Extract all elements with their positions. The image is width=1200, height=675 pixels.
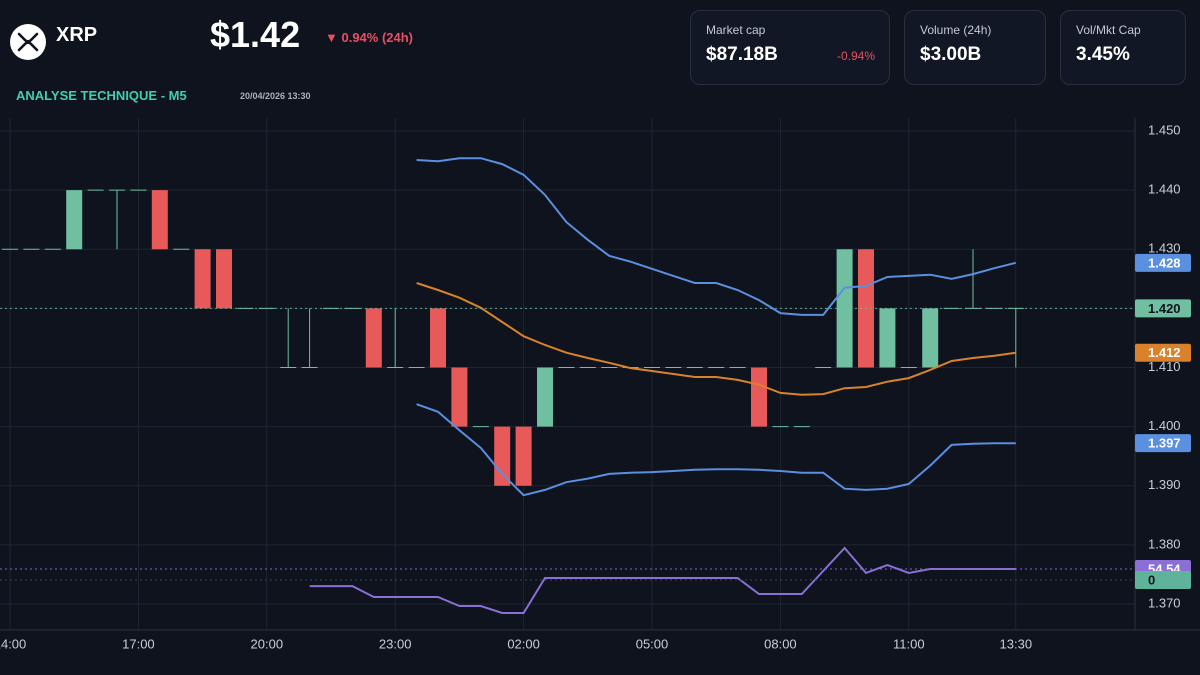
candle-body [494, 426, 511, 486]
price-badge-label: 1.428 [1148, 255, 1181, 270]
price-badge [1135, 434, 1191, 453]
y-tick-label: 1.390 [1148, 477, 1181, 492]
x-tick-label: 14:00 [0, 636, 26, 651]
x-tick-label: 02:00 [507, 636, 540, 651]
candle-body [66, 190, 83, 250]
stat-value: 3.45% [1076, 44, 1130, 65]
candle-body [922, 308, 939, 368]
y-tick-label: 1.370 [1148, 595, 1181, 610]
y-tick-label: 1.400 [1148, 418, 1181, 433]
candle-body [515, 426, 532, 486]
price: $1.42 [210, 14, 301, 55]
candle-body [194, 249, 211, 309]
candle-body [430, 308, 446, 368]
x-tick-label: 23:00 [379, 636, 412, 651]
price-badge [1135, 253, 1191, 272]
y-tick-label: 1.450 [1148, 122, 1181, 137]
x-tick-label: 20:00 [251, 636, 284, 651]
x-tick-label: 17:00 [122, 636, 155, 651]
band-line [416, 157, 1017, 316]
price-badge-label: 1.397 [1148, 436, 1181, 451]
x-tick-label: 08:00 [764, 636, 797, 651]
candle-body [216, 249, 232, 309]
stat-card: Market cap $87.18B -0.94% [690, 10, 890, 85]
y-tick-label: 1.430 [1148, 241, 1181, 256]
candle-body [751, 367, 767, 427]
price-badge-label: 1.420 [1148, 301, 1181, 316]
y-tick-label: 1.440 [1148, 182, 1181, 197]
price-change: ▼ 0.94% (24h) [325, 30, 414, 45]
oscillator-line [309, 546, 1016, 614]
stat-label: Volume (24h) [920, 23, 992, 37]
price-badge [1135, 343, 1191, 362]
price-badge-label: 1.412 [1148, 345, 1181, 360]
candle-body [365, 308, 382, 368]
band-line [416, 282, 1016, 396]
candle-body [451, 367, 468, 427]
y-tick-label: 1.410 [1148, 359, 1181, 374]
stat-label: Market cap [706, 23, 766, 37]
section-title: ANALYSE TECHNIQUE - M5 [16, 88, 187, 103]
x-tick-label: 13:30 [1000, 636, 1033, 651]
logo-icon [17, 32, 39, 52]
candle-body [537, 367, 553, 427]
stat-change: -0.94% [836, 49, 875, 63]
x-tick-label: 05:00 [636, 636, 669, 651]
price-badge-label: 0 [1148, 572, 1155, 587]
coin-name: XRP [56, 24, 98, 46]
stat-value: $3.00B [920, 44, 982, 65]
price-badge [1135, 299, 1191, 318]
stat-card: Volume (24h) $3.00B [904, 10, 1046, 85]
stat-card: Vol/Mkt Cap 3.45% [1060, 10, 1186, 85]
stat-label: Vol/Mkt Cap [1076, 23, 1141, 37]
stat-value: $87.18B [706, 44, 778, 65]
candle-body [151, 190, 168, 250]
band-line [416, 403, 1016, 497]
x-tick-label: 11:00 [893, 636, 925, 651]
price-badge [1135, 571, 1191, 589]
section-date: 20/04/2026 13:30 [240, 91, 311, 101]
candle-body [836, 249, 853, 368]
y-tick-label: 1.380 [1148, 536, 1181, 551]
coin-logo [10, 24, 46, 60]
candle-body [879, 308, 896, 368]
